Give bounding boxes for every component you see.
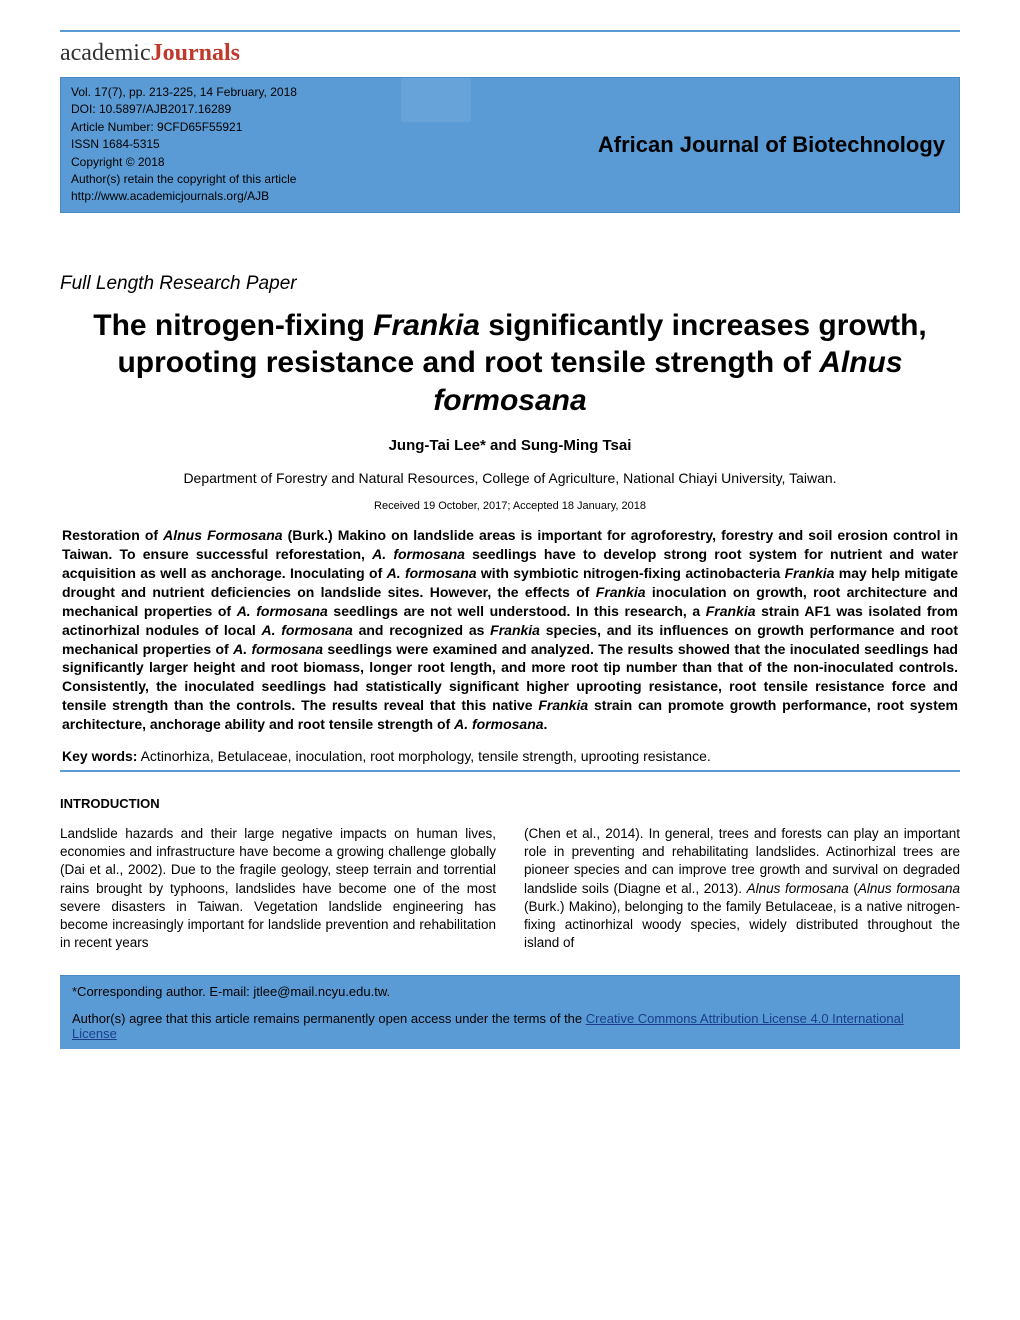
keywords-label: Key words: xyxy=(62,748,137,764)
footer-box: *Corresponding author. E-mail: jtlee@mai… xyxy=(60,975,960,1049)
authors: Jung-Tai Lee* and Sung-Ming Tsai xyxy=(60,437,960,454)
logo-journals: Journals xyxy=(151,40,240,66)
keywords-text: Actinorhiza, Betulaceae, inoculation, ro… xyxy=(137,748,710,764)
body-columns: Landslide hazards and their large negati… xyxy=(60,825,960,953)
volume-line: Vol. 17(7), pp. 213-225, 14 February, 20… xyxy=(71,84,949,101)
doi-line: DOI: 10.5897/AJB2017.16289 xyxy=(71,101,949,118)
body-col-right: (Chen et al., 2014). In general, trees a… xyxy=(524,825,960,953)
publisher-logo: academicJournals xyxy=(60,40,960,67)
paper-type: Full Length Research Paper xyxy=(60,273,960,295)
journal-header: Vol. 17(7), pp. 213-225, 14 February, 20… xyxy=(60,77,960,213)
divider xyxy=(60,770,960,772)
paper-title: The nitrogen-fixing Frankia significantl… xyxy=(70,307,950,420)
corresponding-author: *Corresponding author. E-mail: jtlee@mai… xyxy=(72,984,948,999)
keywords: Key words: Actinorhiza, Betulaceae, inoc… xyxy=(62,748,958,764)
header-shade xyxy=(401,78,471,122)
top-rule xyxy=(60,30,960,32)
section-heading-introduction: INTRODUCTION xyxy=(60,796,960,811)
logo-academic: academic xyxy=(60,40,151,66)
open-access-note: Author(s) agree that this article remain… xyxy=(72,1011,948,1041)
affiliation: Department of Forestry and Natural Resou… xyxy=(60,470,960,486)
abstract: Restoration of Alnus Formosana (Burk.) M… xyxy=(62,526,958,734)
journal-url[interactable]: http://www.academicjournals.org/AJB xyxy=(71,189,269,203)
retain-line: Author(s) retain the copyright of this a… xyxy=(71,171,949,188)
body-col-left: Landslide hazards and their large negati… xyxy=(60,825,496,953)
journal-name: African Journal of Biotechnology xyxy=(598,132,945,158)
received-accepted-dates: Received 19 October, 2017; Accepted 18 J… xyxy=(60,500,960,512)
